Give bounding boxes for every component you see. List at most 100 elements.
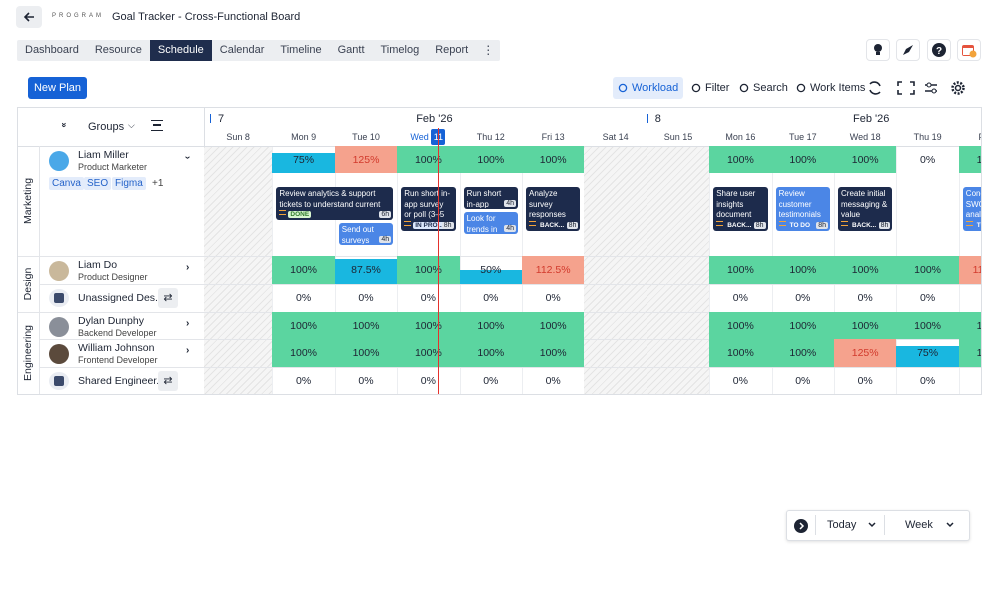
- reassign-button[interactable]: ⇄: [158, 287, 178, 308]
- workload-cell: [522, 311, 585, 340]
- row-divider: [39, 283, 981, 285]
- task-card[interactable]: Run short in-app survey4h: [463, 187, 518, 209]
- task-status: TO DO: [789, 222, 811, 229]
- member-name[interactable]: Dylan Dunphy: [78, 314, 144, 327]
- task-title: Analyze survey responses: [529, 189, 566, 219]
- settings-sliders-icon[interactable]: [925, 82, 937, 94]
- workload-label: 75%: [917, 347, 939, 360]
- workload-cell: [834, 311, 897, 340]
- member-name[interactable]: Liam Miller: [78, 149, 129, 161]
- today-dropdown[interactable]: Today: [827, 519, 857, 531]
- filter-icon[interactable]: [151, 120, 163, 131]
- week-number: 8: [654, 113, 661, 125]
- today-line: [438, 128, 439, 394]
- workload-label: 100%: [539, 319, 567, 332]
- row-divider: [39, 367, 981, 369]
- view-icon: [796, 83, 806, 93]
- new-plan-button[interactable]: New Plan: [28, 77, 87, 99]
- collapse-chevron[interactable]: ›: [182, 155, 194, 160]
- workload-label: 0%: [545, 291, 561, 304]
- member-role: Product Marketer: [78, 162, 148, 172]
- tab[interactable]: Calendar: [219, 44, 265, 56]
- filter-icon-mid: [153, 124, 161, 126]
- member-name[interactable]: William Johnson: [78, 342, 155, 355]
- week-marker: [210, 114, 211, 123]
- expand-chevron[interactable]: ›: [186, 345, 190, 357]
- expand-chevron[interactable]: ›: [186, 262, 190, 273]
- tab[interactable]: Timeline: [280, 44, 322, 56]
- task-title: Share user insights document: [716, 189, 756, 219]
- fullscreen-icon[interactable]: [897, 81, 915, 95]
- task-card[interactable]: Review customer testimonials TO DO 8h: [775, 187, 830, 231]
- workload-cell: [459, 339, 522, 368]
- workload-bar: [334, 259, 398, 284]
- groups-header[interactable]: Groups: [88, 121, 125, 133]
- tab[interactable]: Report: [435, 44, 469, 56]
- task-card[interactable]: Analyze survey responses BACK... 8h: [526, 187, 581, 231]
- scale-dropdown[interactable]: Week: [905, 519, 933, 531]
- reassign-button[interactable]: ⇄: [158, 371, 178, 392]
- view-control[interactable]: Search: [734, 77, 793, 99]
- help-icon: ?: [932, 43, 946, 57]
- divider: [884, 515, 885, 535]
- workload-bar: [896, 346, 959, 368]
- task-card[interactable]: Review analytics & support tickets to un…: [276, 187, 394, 220]
- workload-label: 100%: [976, 347, 982, 360]
- task-hours: 4h: [504, 200, 516, 207]
- day-label: Mon 16: [725, 132, 756, 142]
- view-control[interactable]: Workload: [613, 77, 684, 99]
- more-menu[interactable]: ⋮: [482, 43, 495, 57]
- member-name[interactable]: Shared Engineer...: [78, 375, 165, 388]
- workload-label: 0%: [483, 375, 499, 388]
- workload-label: 0%: [795, 375, 811, 388]
- help-button[interactable]: ?: [927, 39, 951, 61]
- workload-label: 87.5%: [351, 263, 381, 276]
- ideas-button[interactable]: [866, 39, 890, 61]
- member-role: Backend Developer: [78, 327, 157, 338]
- status-mark: [965, 221, 973, 226]
- task-card[interactable]: Create initial messaging & value BACK... 8…: [838, 187, 893, 231]
- view-control[interactable]: Work Items: [791, 77, 870, 99]
- workload-cell: [397, 256, 460, 284]
- workload-cell: [272, 256, 335, 284]
- tab[interactable]: Dashboard: [25, 44, 79, 56]
- task-card[interactable]: Share user insights document BACK... 8h: [713, 187, 768, 231]
- tab[interactable]: Timelog: [380, 44, 420, 56]
- workload-cell: [896, 256, 959, 284]
- view-control[interactable]: Filter: [686, 77, 734, 99]
- workload-cell: [397, 146, 460, 173]
- member-name[interactable]: Liam Do: [78, 259, 118, 271]
- back-button[interactable]: [16, 6, 42, 28]
- member-role: Product Designer: [78, 272, 148, 282]
- calendar-button[interactable]: [957, 39, 981, 61]
- tab[interactable]: Resource: [94, 44, 142, 56]
- avatar: [49, 151, 69, 171]
- workload-cell: [334, 339, 398, 368]
- workload-cell: [334, 146, 398, 173]
- task-card[interactable]: Run short in-app survey or poll (3–5 IN P…: [401, 187, 456, 231]
- gear-icon[interactable]: [951, 81, 965, 95]
- workload-label: 100%: [914, 263, 942, 276]
- task-card[interactable]: Look for trends in 4h: [463, 212, 518, 234]
- toolbar-icons: [869, 81, 965, 95]
- tab[interactable]: Gantt: [337, 44, 365, 56]
- refresh-icon[interactable]: [869, 81, 881, 95]
- workload-label: 0%: [296, 375, 312, 388]
- expand-chevron[interactable]: ›: [186, 317, 190, 329]
- collapse-icon[interactable]: »: [59, 122, 70, 128]
- schedule-grid: » Groups ⌵ 7 Feb '26 8 Feb '26 Sun 8 Mon 9 Tue 10…: [17, 107, 982, 395]
- workload-label: 100%: [851, 263, 879, 276]
- day-label: Fri 13: [541, 132, 565, 142]
- go-icon[interactable]: [793, 518, 809, 534]
- tab[interactable]: Schedule: [149, 40, 212, 61]
- row-divider: [18, 256, 981, 257]
- launch-button[interactable]: [896, 39, 920, 61]
- member-name[interactable]: Unassigned Des...: [78, 291, 164, 304]
- workload-cell: [709, 256, 772, 284]
- group-label: Engineering: [22, 325, 34, 382]
- task-hours: 8h: [816, 222, 828, 229]
- workload-label: 100%: [414, 263, 442, 276]
- task-card[interactable]: Send out surveys to 4h: [338, 223, 394, 245]
